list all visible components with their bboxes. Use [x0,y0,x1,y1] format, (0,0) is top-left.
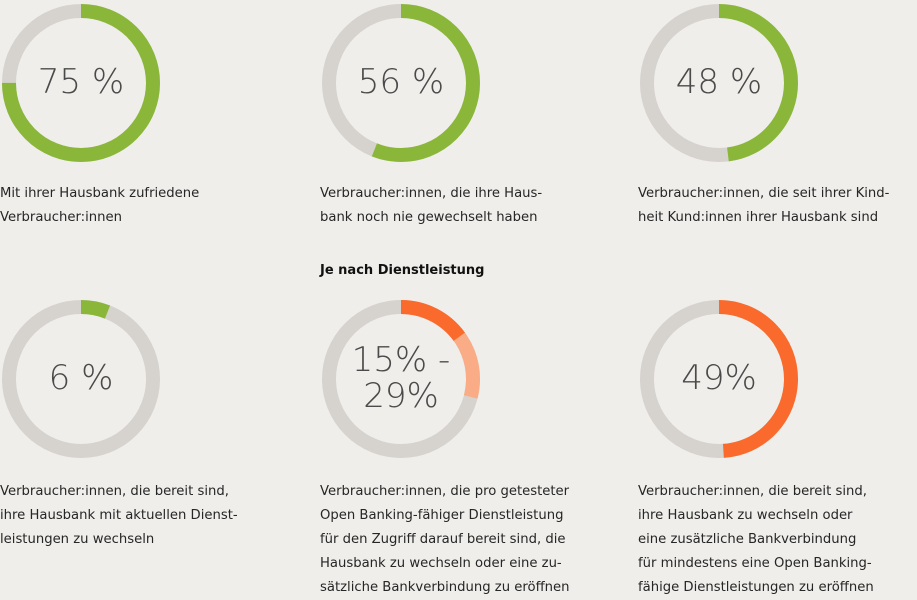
donut-svg-5 [322,300,480,458]
caption-line: Verbraucher:innen, die pro getesteter [320,484,570,499]
donut-chart-2: 56 % [320,2,482,164]
caption-line: ihre Hausbank zu wechseln oder [638,508,853,523]
donut-segment [640,4,798,162]
caption-5: Verbraucher:innen, die pro getesteter Op… [320,480,605,600]
caption-line: Verbraucher:innen, die seit ihrer Kind- [638,186,890,201]
donut-chart-5: 15% - 29% [320,298,482,460]
donut-value-5: 15% - 29% [320,298,482,460]
section-title: Je nach Dienstleistung [320,263,485,278]
caption-line: Verbraucher:innen [0,210,122,225]
donut-value-2: 56 % [357,62,445,103]
caption-line: bank noch nie gewechselt haben [320,210,538,225]
donut-value-1: 75 % [37,62,125,103]
donut-segment-range-low [322,300,480,458]
donut-svg-4 [2,300,160,458]
caption-6: Verbraucher:innen, die bereit sind, ihre… [638,480,917,600]
donut-value-4: 6 % [48,358,114,399]
caption-line: für mindestens eine Open Banking- [638,556,872,571]
donut-svg-3 [640,4,798,162]
caption-line: leistungen zu wechseln [0,532,155,547]
donut-segment [2,4,160,162]
donut-svg-2 [322,4,480,162]
donut-svg-1 [2,4,160,162]
caption-line: Mit ihrer Hausbank zufriedene [0,186,200,201]
caption-2: Verbraucher:innen, die ihre Haus- bank n… [320,182,605,230]
caption-line: Verbraucher:innen, die bereit sind, [0,484,229,499]
caption-line: fähige Dienstleistungen zu eröffnen [638,580,874,595]
caption-line: sätzliche Bankverbindung zu eröffnen [320,580,570,595]
donut-svg-6 [640,300,798,458]
caption-line: Hausbank zu wechseln oder eine zu- [320,556,562,571]
donut-value-line: 15% - [351,340,451,381]
donut-segment [640,300,798,458]
caption-line: Verbraucher:innen, die ihre Haus- [320,186,543,201]
donut-chart-3: 48 % [638,2,800,164]
caption-4: Verbraucher:innen, die bereit sind, ihre… [0,480,285,552]
caption-3: Verbraucher:innen, die seit ihrer Kind- … [638,182,917,230]
donut-segment [2,300,160,458]
caption-line: für den Zugriff darauf bereit sind, die [320,532,566,547]
donut-chart-4: 6 % [0,298,162,460]
caption-line: Open Banking-fähiger Dienstleistung [320,508,564,523]
caption-line: heit Kund:innen ihrer Hausbank sind [638,210,879,225]
donut-chart-1: 75 % [0,2,162,164]
caption-line: Verbraucher:innen, die bereit sind, [638,484,867,499]
donut-segment [322,4,480,162]
caption-line: eine zusätzliche Bankverbindung [638,532,857,547]
donut-value-3: 48 % [675,62,763,103]
caption-line: ihre Hausbank mit aktuellen Dienst- [0,508,238,523]
donut-value-line: 29% [363,376,439,416]
caption-1: Mit ihrer Hausbank zufriedene Verbrauche… [0,182,285,230]
donut-chart-6: 49% [638,298,800,460]
donut-value-6: 49% [681,358,757,399]
